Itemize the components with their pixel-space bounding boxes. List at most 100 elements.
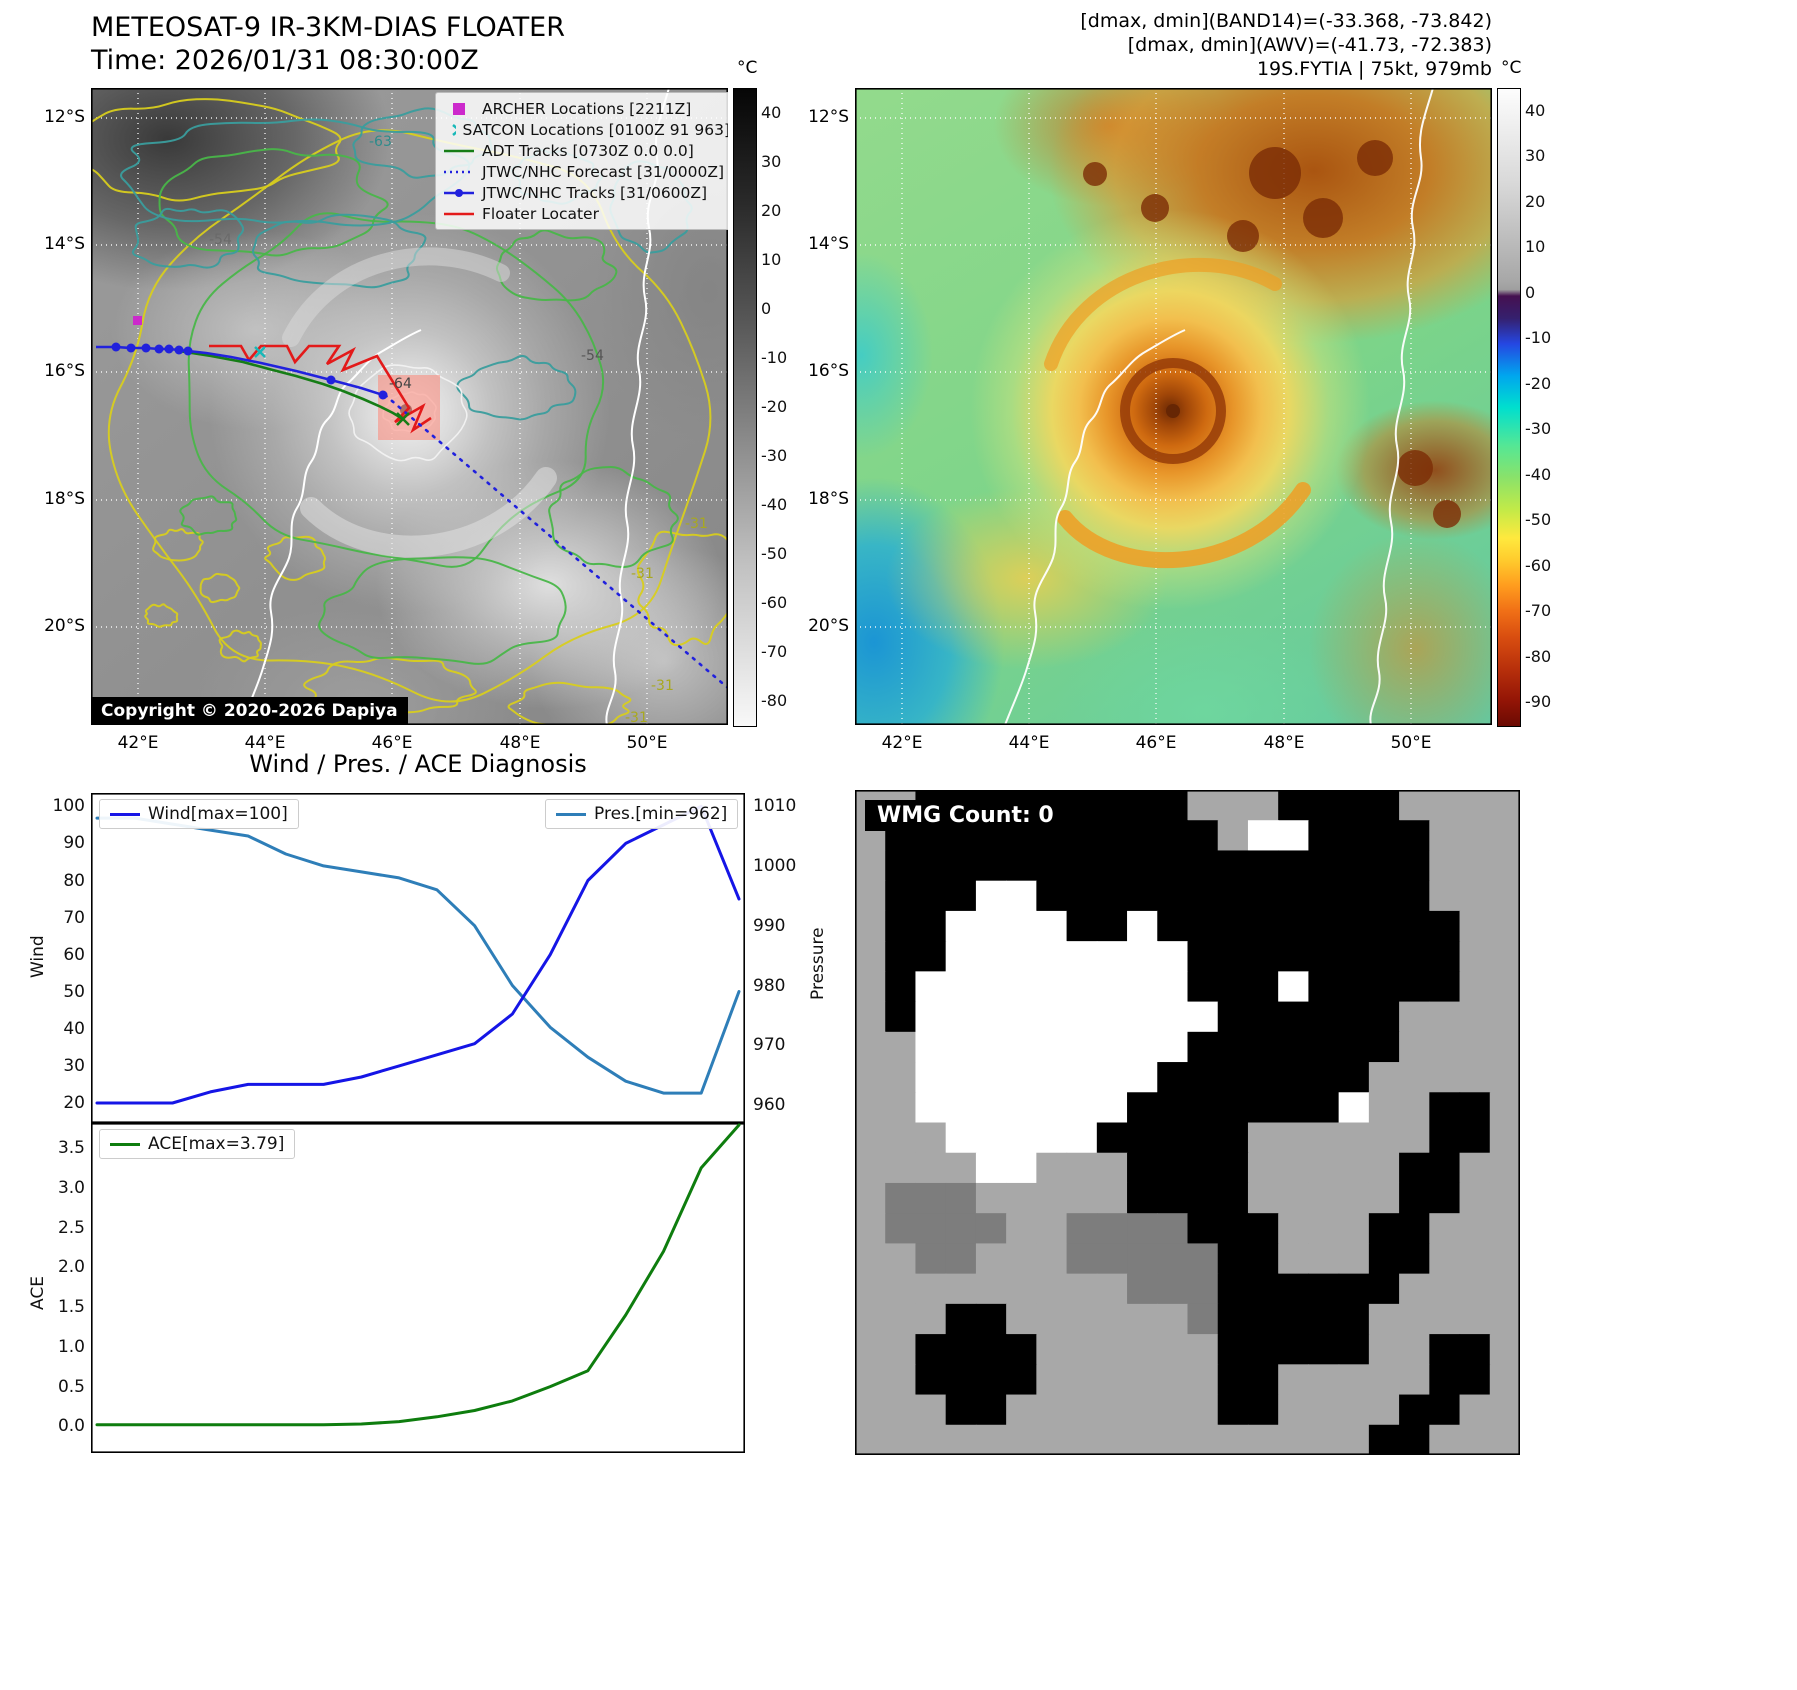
wmg-cell xyxy=(1157,820,1189,852)
wmg-cell xyxy=(1429,941,1461,972)
wmg-cell xyxy=(1308,820,1340,852)
wmg-cell xyxy=(1489,1273,1521,1305)
wmg-cell xyxy=(1368,1182,1400,1214)
wmg-cell xyxy=(1187,1303,1219,1335)
wmg-cell xyxy=(885,1152,917,1184)
wmg-cell xyxy=(1489,971,1521,1003)
wmg-cell xyxy=(1368,880,1400,912)
colorbar-tick-label: -10 xyxy=(761,347,788,367)
lon-tick-label: 50°E xyxy=(626,733,668,753)
ace-tick-label: 0.0 xyxy=(57,1416,85,1437)
wmg-cell xyxy=(1459,1213,1491,1245)
wmg-cell xyxy=(1459,880,1491,912)
wmg-cell xyxy=(1217,1213,1249,1245)
cloud-swirl-arc xyxy=(282,247,510,347)
wmg-cell xyxy=(1459,1424,1491,1456)
wmg-cell xyxy=(1096,1243,1128,1275)
ace-tick-label: 3.5 xyxy=(57,1138,85,1159)
wmg-cell xyxy=(1399,1031,1430,1063)
pressure-legend-label: Pres.[min=962] xyxy=(594,804,728,824)
wmg-cell xyxy=(1308,1182,1340,1214)
wmg-cell xyxy=(855,1062,886,1093)
wmg-cell xyxy=(1247,1394,1279,1426)
wmg-cell xyxy=(1399,790,1430,821)
wmg-cell xyxy=(1096,1031,1128,1063)
wmg-cell xyxy=(915,910,947,942)
wmg-cell xyxy=(1399,1213,1430,1245)
wmg-cell xyxy=(975,850,1007,882)
wmg-cell xyxy=(1127,1092,1158,1124)
wmg-cell xyxy=(1278,1001,1310,1033)
wmg-cell xyxy=(1368,1001,1400,1033)
wmg-cell xyxy=(1489,1213,1521,1245)
wmg-cell xyxy=(945,1092,977,1124)
wmg-cell xyxy=(1489,1243,1521,1275)
wmg-cell xyxy=(915,941,947,972)
wmg-cell xyxy=(975,1273,1007,1305)
contour-line xyxy=(144,603,179,628)
wmg-cell xyxy=(885,1424,917,1456)
wind-tick-label: 50 xyxy=(63,981,85,1002)
wmg-cell xyxy=(945,1394,977,1426)
wmg-cell xyxy=(1459,1273,1491,1305)
wmg-cell xyxy=(1489,1394,1521,1426)
wmg-cell xyxy=(1187,1424,1219,1456)
wmg-count-label: WMG Count: 0 xyxy=(865,800,1066,831)
wind-legend-swatch xyxy=(110,812,140,816)
colorbar-tick-label: -60 xyxy=(761,592,788,612)
lat-tick-label: 12°S xyxy=(808,107,849,127)
wmg-cell xyxy=(1036,1092,1068,1124)
wmg-cell xyxy=(1368,941,1400,972)
track-marker xyxy=(174,345,184,355)
wmg-cell xyxy=(885,971,917,1003)
ace-chart xyxy=(91,1123,746,1453)
wmg-cell xyxy=(885,1031,917,1063)
wmg-cell xyxy=(1278,971,1310,1003)
contour-line xyxy=(252,213,427,289)
wmg-cell xyxy=(975,1243,1007,1275)
wmg-cell xyxy=(1247,1182,1279,1214)
ir-map-overlay xyxy=(91,88,728,725)
wmg-cell xyxy=(1096,820,1128,852)
wmg-cell xyxy=(885,1273,917,1305)
wmg-cell xyxy=(975,910,1007,942)
contour-label: -54 xyxy=(209,232,232,248)
lat-tick-label: 14°S xyxy=(44,234,85,254)
ace-legend-swatch xyxy=(110,1142,140,1146)
wmg-cell xyxy=(1429,1152,1461,1184)
wmg-cell xyxy=(1429,1424,1461,1456)
wmg-cell xyxy=(1036,1152,1068,1184)
wmg-cell xyxy=(1489,1152,1521,1184)
wmg-cell xyxy=(1217,850,1249,882)
wmg-cell xyxy=(855,941,886,972)
ace-tick-label: 0.5 xyxy=(57,1376,85,1397)
wmg-cell xyxy=(1399,971,1430,1003)
wmg-cell xyxy=(1006,1424,1037,1456)
wmg-cell xyxy=(1489,941,1521,972)
wmg-cell xyxy=(1278,880,1310,912)
wmg-cell xyxy=(1096,1424,1128,1456)
wmg-cell xyxy=(1489,1031,1521,1063)
wmg-cell xyxy=(1127,910,1158,942)
wmg-panel: WMG Count: 0 xyxy=(855,790,1521,1456)
wmg-cell xyxy=(1157,1122,1189,1154)
wmg-cell xyxy=(1006,1213,1037,1245)
wmg-cell xyxy=(1368,820,1400,852)
wmg-cell xyxy=(1187,1182,1219,1214)
wmg-cell xyxy=(1006,1062,1037,1093)
wmg-cell xyxy=(1066,1273,1098,1305)
wmg-cell xyxy=(1157,941,1189,972)
series-line xyxy=(95,804,741,1105)
wmg-cell xyxy=(1096,1062,1128,1093)
wmg-cell xyxy=(1096,790,1128,821)
map-frame xyxy=(91,88,728,725)
wmg-cell xyxy=(945,850,977,882)
wmg-cell xyxy=(1368,1243,1400,1275)
wmg-cell xyxy=(1217,1152,1249,1184)
lon-tick-label: 46°E xyxy=(1135,733,1177,753)
contour-line xyxy=(318,556,567,665)
wmg-cell xyxy=(1459,1182,1491,1214)
wmg-cell xyxy=(1459,820,1491,852)
wmg-cell xyxy=(945,1243,977,1275)
wind-legend-label: Wind[max=100] xyxy=(148,804,288,824)
